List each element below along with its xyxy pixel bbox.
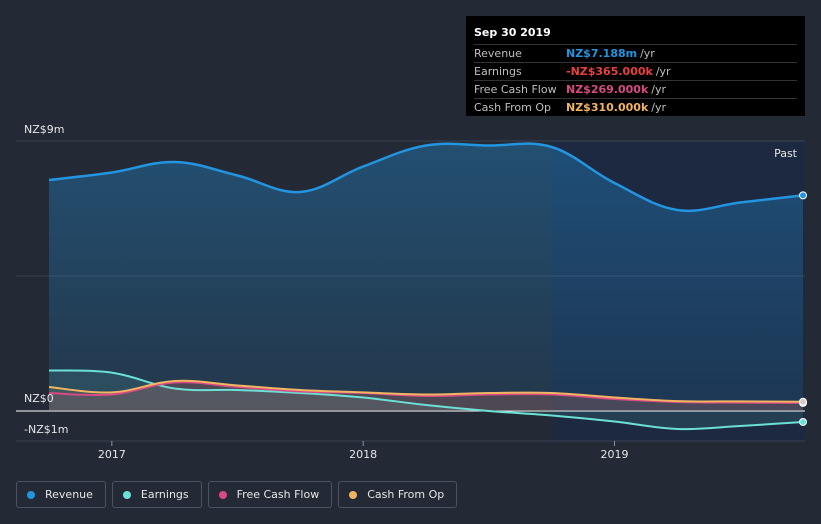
legend-item-free-cash-flow[interactable]: Free Cash Flow bbox=[207, 481, 333, 508]
legend-item-earnings[interactable]: Earnings bbox=[111, 481, 202, 508]
legend-dot-icon bbox=[122, 490, 131, 499]
x-tick-label-2017: 2017 bbox=[98, 448, 126, 461]
tooltip-row-cash-from-op: Cash From Op NZ$310.000k /yr bbox=[474, 98, 797, 116]
earnings-area bbox=[49, 370, 803, 430]
past-label: Past bbox=[774, 147, 798, 160]
tooltip-unit: /yr bbox=[651, 101, 667, 114]
revenue-line bbox=[48, 142, 804, 213]
tooltip-value: NZ$269.000k bbox=[566, 83, 649, 96]
tooltip-unit: /yr bbox=[655, 65, 671, 78]
legend-dot-icon bbox=[349, 490, 358, 499]
legend-label: Cash From Op bbox=[367, 488, 445, 501]
y-axis-label-max: NZ$9m bbox=[24, 123, 64, 136]
series-areas bbox=[49, 143, 803, 430]
chart-legend: Revenue Earnings Free Cash Flow Cash Fro… bbox=[16, 481, 458, 508]
tooltip-value: NZ$7.188m bbox=[566, 47, 638, 60]
tooltip-row-free-cash-flow: Free Cash Flow NZ$269.000k /yr bbox=[474, 80, 797, 98]
x-axis-ticks: 2017 2018 2019 bbox=[98, 441, 629, 461]
tooltip-rows: Revenue NZ$7.188m /yr Earnings -NZ$365.0… bbox=[474, 44, 797, 116]
cash-from-op-end-point bbox=[799, 397, 807, 406]
x-tick-label-2019: 2019 bbox=[601, 448, 629, 461]
tooltip-label: Cash From Op bbox=[474, 101, 552, 114]
tooltip-unit: /yr bbox=[651, 83, 667, 96]
legend-item-cash-from-op[interactable]: Cash From Op bbox=[338, 481, 458, 508]
y-axis-label-min: -NZ$1m bbox=[24, 423, 68, 436]
tooltip-label: Free Cash Flow bbox=[474, 83, 557, 96]
series-end-points bbox=[799, 191, 807, 426]
revenue-area bbox=[49, 143, 803, 412]
tooltip-unit: /yr bbox=[640, 47, 655, 60]
earnings-end-point bbox=[799, 417, 807, 426]
y-axis-label-zero: NZ$0 bbox=[24, 392, 54, 405]
tooltip-label: Earnings bbox=[474, 65, 522, 78]
data-tooltip: Sep 30 2019 Revenue NZ$7.188m /yr Earnin… bbox=[466, 16, 805, 116]
tooltip-label: Revenue bbox=[474, 47, 522, 60]
tooltip-row-revenue: Revenue NZ$7.188m /yr bbox=[474, 44, 797, 62]
revenue-end-point bbox=[799, 191, 807, 200]
tooltip-value: -NZ$365.000k bbox=[566, 65, 653, 78]
legend-dot-icon bbox=[27, 490, 35, 499]
earnings-line bbox=[48, 369, 804, 431]
tooltip-row-earnings: Earnings -NZ$365.000k /yr bbox=[474, 62, 797, 80]
tooltip-value: NZ$310.000k bbox=[566, 101, 649, 114]
legend-label: Earnings bbox=[140, 488, 189, 501]
legend-label: Revenue bbox=[45, 488, 93, 501]
series-lines bbox=[48, 142, 804, 431]
cash-from-op-line bbox=[48, 379, 804, 403]
legend-dot-icon bbox=[218, 490, 227, 499]
x-tick-label-2018: 2018 bbox=[349, 448, 377, 461]
tooltip-date: Sep 30 2019 bbox=[474, 26, 551, 39]
legend-label: Free Cash Flow bbox=[236, 488, 320, 501]
legend-item-revenue[interactable]: Revenue bbox=[16, 481, 106, 508]
